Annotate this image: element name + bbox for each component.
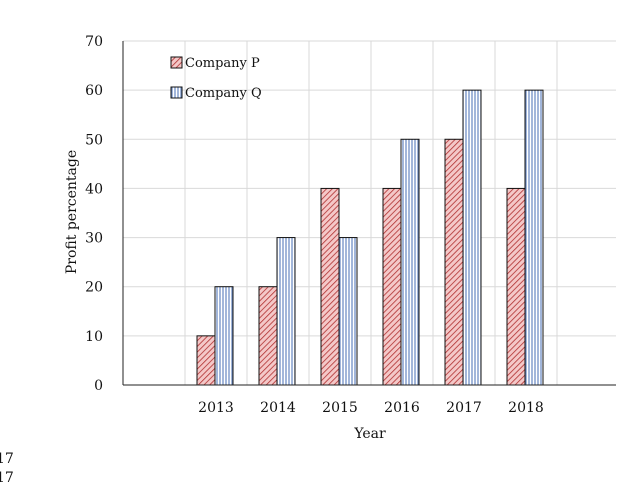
- x-tick-label: 2014: [260, 400, 296, 416]
- legend-swatch-1: [170, 56, 183, 69]
- bar-company-q-2016: [400, 138, 420, 386]
- bar-company-q-2018: [524, 89, 544, 386]
- y-tick-label: 40: [85, 181, 103, 197]
- y-tick-label: 60: [85, 83, 103, 99]
- x-tick-label: 2013: [198, 400, 234, 416]
- y-tick-label: 30: [85, 231, 103, 247]
- bar-company-p-2013: [196, 335, 216, 386]
- bar-company-p-2015: [320, 187, 340, 386]
- bar-company-q-2017: [462, 89, 482, 386]
- bar-company-q-2014: [276, 237, 296, 386]
- y-tick-label: 70: [85, 34, 103, 50]
- x-tick-label: 2016: [384, 400, 420, 416]
- bar-company-p-2014: [258, 286, 278, 386]
- bar-company-p-2016: [382, 187, 402, 386]
- y-tick-label: 50: [85, 132, 103, 148]
- y-tick-label: 20: [85, 280, 103, 296]
- x-axis-title: Year: [353, 426, 386, 442]
- y-ticks: 0 10 20 30 40 50 60 70: [85, 34, 103, 394]
- x-tick-label: 2015: [322, 400, 358, 416]
- bar-company-q-2013: [214, 286, 234, 386]
- bar-company-q-2015: [338, 237, 358, 386]
- legend-label-1: Company P: [185, 56, 260, 71]
- y-axis-title: Profit percentage: [64, 150, 80, 274]
- legend: Company P Company Q: [170, 56, 262, 101]
- legend-swatch-2: [170, 86, 183, 99]
- x-tick-label: 2018: [508, 400, 544, 416]
- y-tick-label: 0: [94, 378, 103, 394]
- bar-company-p-2018: [506, 187, 526, 386]
- y-tick-label: 10: [85, 329, 103, 345]
- stray-text-2: 17: [0, 470, 14, 486]
- legend-label-2: Company Q: [185, 86, 262, 101]
- bar-company-p-2017: [444, 138, 464, 386]
- x-tick-label: 2017: [446, 400, 482, 416]
- stray-text-1: 17: [0, 451, 14, 467]
- gridlines: [123, 40, 616, 385]
- x-ticks: 2013 2014 2015 2016 2017 2018: [198, 400, 544, 416]
